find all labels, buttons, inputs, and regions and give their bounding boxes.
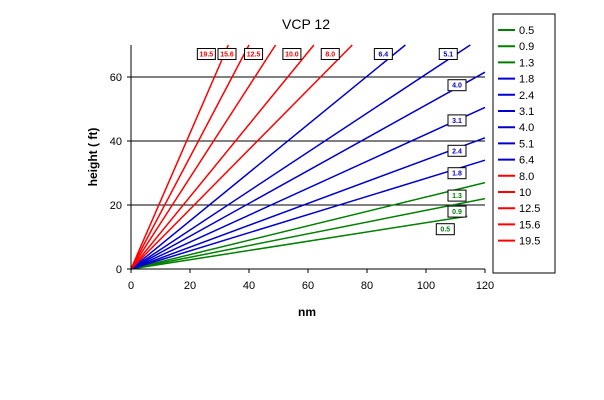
y-tick-label: 0 [116,264,122,276]
series-end-label: 15.6 [220,52,234,59]
series-end-label: 4.0 [452,83,462,90]
series-labels: 0.5 0.9 1.3 1.8 2.4 3.1 4.0 5.1 6.4 8.0 10.0 12.5 15… [196,48,467,236]
series-end-label: 5.1 [443,52,453,59]
series-line [130,44,406,270]
series-label-box [447,205,467,218]
series-label-box [196,48,216,60]
legend-entry: 0.5 [519,25,534,37]
series-end-label: 3.1 [452,118,462,125]
series-label-box [447,189,467,202]
chart-title: VCP 12 [282,16,330,32]
x-tick-labels: 0 20 40 60 80 100 120 [128,269,494,292]
y-tick-label: 60 [110,72,122,84]
y-tick-label: 40 [110,136,122,148]
series-label-box [447,114,467,127]
series-line [130,44,277,270]
y-axis-title: height ( ft) [86,128,100,187]
series-end-label: 8.0 [325,52,335,59]
series-end-label: 0.5 [440,227,450,234]
legend: 0.5 0.9 1.3 1.8 2.4 3.1 4.0 5.1 6.4 8.0 10 12.5 15.6… [492,13,556,274]
series-label-box [435,223,455,236]
series-label-box [373,48,393,60]
series-end-label: 0.9 [452,209,462,216]
series-label-box [438,48,458,60]
y-tick-label: 20 [110,200,122,212]
legend-entry: 4.0 [519,122,534,134]
legend-entry: 5.1 [519,138,534,150]
series-line [130,215,468,270]
series-end-label: 6.4 [378,52,388,59]
series-end-label: 2.4 [452,148,462,155]
x-tick-label: 40 [243,280,255,292]
series-end-label: 12.5 [247,52,261,59]
gridlines [131,76,485,206]
series-line [130,44,250,270]
legend-entry: 1.8 [519,74,534,86]
series-end-label: 10.0 [285,52,299,59]
series-line [130,44,230,270]
legend-entry: 10 [519,187,531,199]
series-label-box [447,144,467,157]
x-tick-label: 80 [361,280,373,292]
series-line [130,137,486,270]
series-line [130,71,486,270]
series-end-label: 19.5 [200,52,214,59]
x-tick-label: 60 [302,280,314,292]
series-end-label: 1.8 [452,171,462,178]
x-tick-label: 100 [417,280,435,292]
series-line [130,197,486,270]
series-label-box [217,48,237,60]
series-label-box [320,48,340,60]
y-tick-labels: 0 20 40 60 [110,72,131,276]
legend-entry: 2.4 [519,90,534,102]
series-label-box [447,167,467,180]
series-line [130,44,353,270]
legend-entry: 15.6 [519,219,540,231]
series-label-box [282,48,302,60]
series-line [130,44,315,270]
x-tick-label: 0 [128,280,134,292]
series-line [130,181,486,270]
x-tick-label: 120 [476,280,494,292]
x-axis-title: nm [298,305,316,319]
legend-entry: 19.5 [519,236,540,248]
series-end-label: 1.3 [452,193,462,200]
x-tick-label: 20 [184,280,196,292]
series-line [130,159,486,270]
legend-entry: 0.9 [519,41,534,53]
series-label-box [244,48,264,60]
legend-entry: 3.1 [519,106,534,118]
legend-entry: 1.3 [519,57,534,69]
series-line [130,106,486,270]
legend-entry: 8.0 [519,171,534,183]
series-line [130,44,471,270]
legend-entry: 12.5 [519,203,540,215]
legend-entry: 6.4 [519,155,534,167]
series-label-box [447,79,467,92]
series-lines [130,44,486,270]
